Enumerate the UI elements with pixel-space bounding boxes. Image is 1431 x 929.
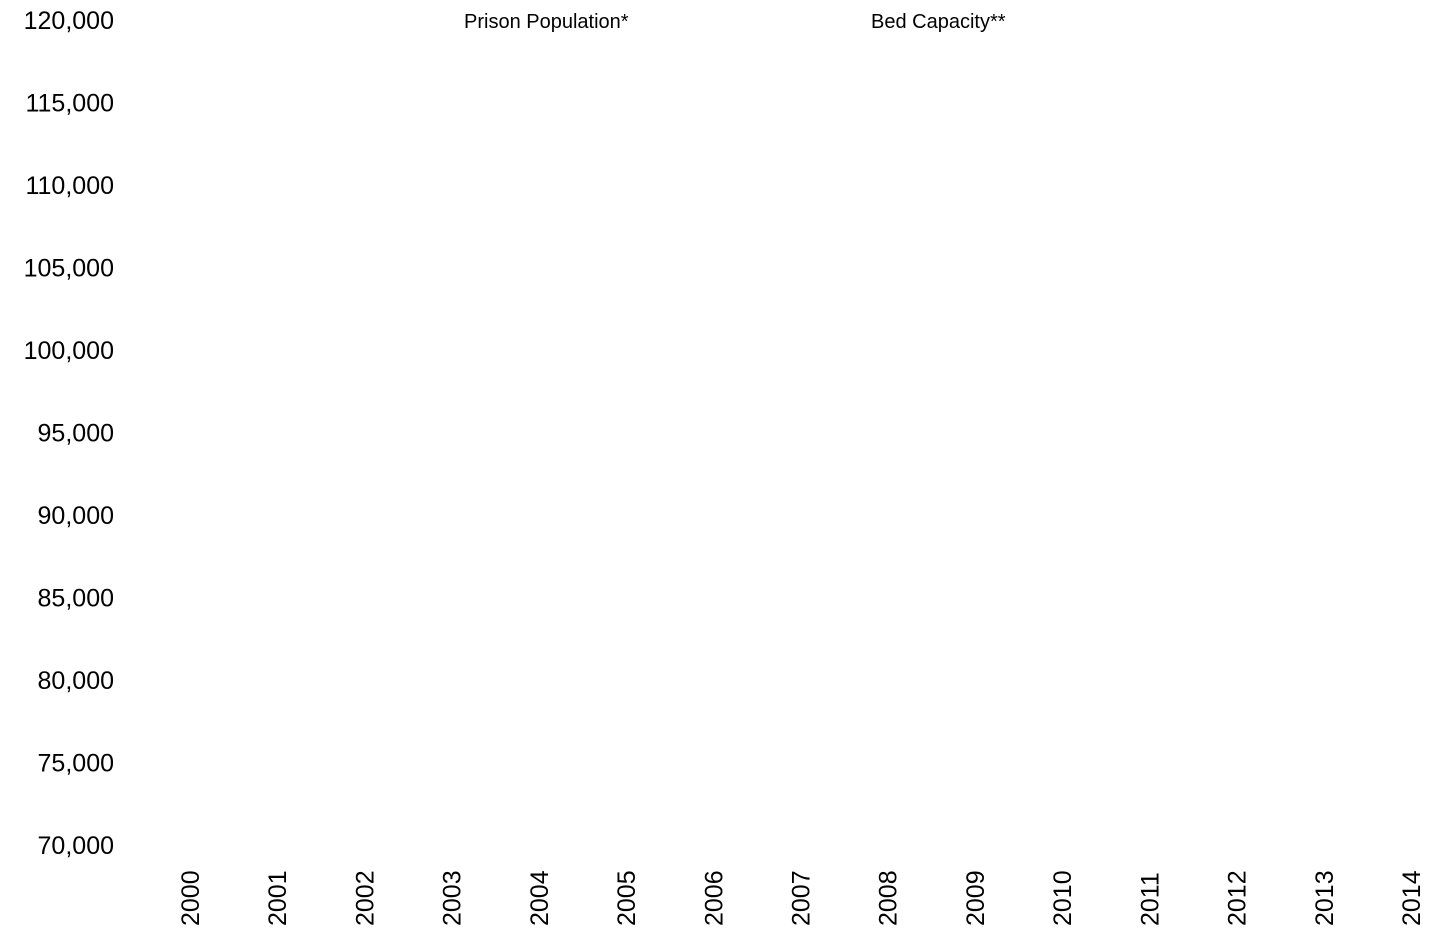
- legend-label-bed-capacity: Bed Capacity**: [871, 11, 1006, 33]
- x-tick-label: 2007: [788, 870, 816, 926]
- legend-label-prison-population: Prison Population*: [464, 11, 629, 33]
- x-tick-label: 2006: [700, 870, 728, 926]
- x-tick-label: 2014: [1398, 870, 1426, 926]
- x-tick-label: 2004: [526, 870, 554, 926]
- y-tick-label: 90,000: [38, 502, 114, 530]
- x-tick-label: 2011: [1136, 872, 1164, 926]
- y-tick-label: 100,000: [24, 337, 114, 365]
- y-tick-label: 75,000: [38, 750, 114, 778]
- x-tick-label: 2009: [962, 870, 990, 926]
- x-tick-label: 2013: [1311, 870, 1339, 926]
- x-axis: 2000 2001 2002 2003 2004 2005 2006 2007 2008 2009…: [177, 870, 1426, 926]
- y-tick-label: 70,000: [38, 832, 114, 860]
- y-tick-label: 115,000: [25, 90, 114, 118]
- y-tick-label: 85,000: [38, 585, 114, 613]
- x-tick-label: 2008: [875, 870, 903, 926]
- x-tick-label: 2005: [613, 870, 641, 926]
- y-axis: 120,000 115,000 110,000 105,000 100,000 95,00…: [24, 7, 114, 860]
- x-tick-label: 2012: [1224, 870, 1252, 926]
- x-tick-label: 2010: [1049, 870, 1077, 926]
- x-tick-label: 2002: [351, 870, 379, 926]
- x-tick-label: 2003: [439, 870, 467, 926]
- y-tick-label: 110,000: [25, 172, 114, 200]
- y-tick-label: 120,000: [24, 7, 114, 35]
- x-tick-label: 2000: [177, 870, 205, 926]
- legend: Prison Population* Bed Capacity**: [464, 11, 1006, 33]
- y-tick-label: 80,000: [38, 667, 114, 695]
- y-tick-label: 105,000: [24, 255, 114, 283]
- y-tick-label: 95,000: [38, 420, 114, 448]
- x-tick-label: 2001: [264, 870, 292, 926]
